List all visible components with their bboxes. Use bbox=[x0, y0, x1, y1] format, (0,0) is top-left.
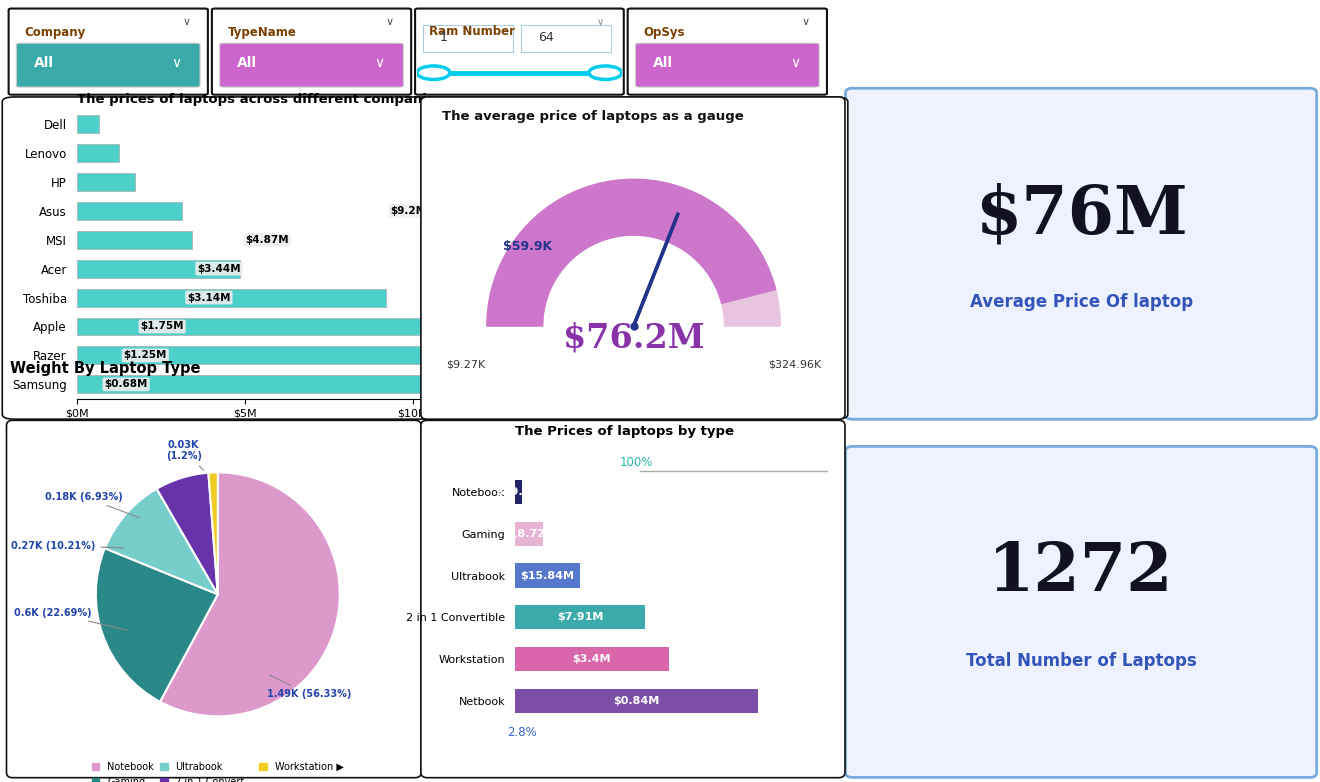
Bar bbox=[77, 144, 119, 162]
Text: $15.22M: $15.22M bbox=[593, 177, 644, 187]
Text: 1272: 1272 bbox=[989, 540, 1173, 605]
Text: $324.96K: $324.96K bbox=[768, 359, 821, 369]
Text: Ram Number: Ram Number bbox=[429, 24, 515, 38]
Text: All: All bbox=[653, 56, 673, 70]
Text: $3.4M: $3.4M bbox=[573, 654, 611, 664]
FancyBboxPatch shape bbox=[219, 43, 404, 87]
Legend: Notebook, Gaming, Ultrabook, 2 in 1 Convert..., Workstation ▶: Notebook, Gaming, Ultrabook, 2 in 1 Conv… bbox=[88, 758, 347, 782]
Bar bbox=[77, 375, 682, 393]
Bar bbox=[515, 522, 543, 546]
Text: 0.6K (22.69%): 0.6K (22.69%) bbox=[15, 608, 127, 630]
Text: 1: 1 bbox=[440, 31, 447, 45]
FancyBboxPatch shape bbox=[424, 26, 513, 52]
Text: $1.75M: $1.75M bbox=[140, 321, 183, 332]
Wedge shape bbox=[209, 472, 218, 594]
Text: $18.72M: $18.72M bbox=[502, 529, 556, 539]
Wedge shape bbox=[157, 472, 218, 594]
Text: $15.84M: $15.84M bbox=[520, 571, 574, 580]
Bar bbox=[77, 231, 193, 249]
Bar bbox=[77, 173, 136, 191]
Text: The Prices of laptops by type: The Prices of laptops by type bbox=[515, 425, 734, 438]
Text: $0.84M: $0.84M bbox=[612, 696, 660, 706]
Text: OpSys: OpSys bbox=[643, 27, 685, 39]
Text: $0.68M: $0.68M bbox=[104, 379, 148, 389]
Bar bbox=[515, 689, 758, 713]
FancyBboxPatch shape bbox=[635, 43, 820, 87]
Text: $29.5M: $29.5M bbox=[495, 487, 541, 497]
Text: 100%: 100% bbox=[619, 456, 653, 469]
FancyBboxPatch shape bbox=[414, 9, 624, 95]
FancyBboxPatch shape bbox=[421, 421, 845, 777]
Text: Company: Company bbox=[24, 27, 86, 39]
Wedge shape bbox=[104, 489, 218, 594]
FancyBboxPatch shape bbox=[9, 9, 207, 95]
Text: $7.91M: $7.91M bbox=[557, 612, 603, 622]
Text: ∨: ∨ bbox=[170, 56, 181, 70]
Text: 0.03K
(1.2%): 0.03K (1.2%) bbox=[165, 439, 203, 470]
FancyBboxPatch shape bbox=[846, 88, 1316, 419]
Bar bbox=[77, 317, 587, 335]
Circle shape bbox=[589, 66, 622, 80]
Polygon shape bbox=[487, 179, 776, 326]
Bar bbox=[77, 260, 240, 278]
FancyBboxPatch shape bbox=[3, 97, 847, 419]
Text: Weight By Laptop Type: Weight By Laptop Type bbox=[11, 361, 201, 375]
Wedge shape bbox=[96, 548, 218, 701]
Text: $16.84M: $16.84M bbox=[647, 148, 698, 158]
Text: Average Price Of laptop: Average Price Of laptop bbox=[969, 293, 1193, 311]
Text: The average price of laptops as a gauge: The average price of laptops as a gauge bbox=[442, 109, 743, 123]
Bar bbox=[77, 289, 385, 307]
Text: 64: 64 bbox=[537, 31, 553, 45]
Text: $18.02M: $18.02M bbox=[688, 119, 738, 129]
Text: $3.44M: $3.44M bbox=[197, 264, 240, 274]
Text: ∨: ∨ bbox=[789, 56, 800, 70]
Text: The prices of laptops across different companies: The prices of laptops across different c… bbox=[77, 92, 444, 106]
FancyBboxPatch shape bbox=[421, 97, 845, 419]
Text: TypeName: TypeName bbox=[227, 27, 297, 39]
Text: ∨: ∨ bbox=[597, 16, 605, 27]
Text: $76.2M: $76.2M bbox=[562, 321, 705, 354]
Polygon shape bbox=[487, 179, 780, 326]
Text: $3.14M: $3.14M bbox=[187, 292, 231, 303]
Text: $76M: $76M bbox=[974, 182, 1188, 247]
FancyBboxPatch shape bbox=[213, 9, 411, 95]
Circle shape bbox=[417, 66, 450, 80]
Text: ∨: ∨ bbox=[182, 16, 190, 27]
Text: 0.18K (6.93%): 0.18K (6.93%) bbox=[45, 492, 140, 518]
Bar bbox=[515, 605, 645, 630]
Text: All: All bbox=[34, 56, 54, 70]
FancyBboxPatch shape bbox=[16, 43, 201, 87]
Bar bbox=[515, 563, 579, 587]
Wedge shape bbox=[160, 472, 339, 716]
Bar bbox=[515, 647, 669, 671]
Text: $9.2M: $9.2M bbox=[391, 206, 426, 216]
FancyBboxPatch shape bbox=[628, 9, 826, 95]
Text: $1.25M: $1.25M bbox=[124, 350, 166, 361]
Text: $4.87M: $4.87M bbox=[246, 235, 289, 245]
FancyBboxPatch shape bbox=[521, 26, 611, 52]
Text: ∨: ∨ bbox=[385, 16, 393, 27]
Bar bbox=[77, 115, 99, 133]
Text: $59.9K: $59.9K bbox=[503, 240, 553, 253]
FancyBboxPatch shape bbox=[7, 421, 421, 777]
Text: ∨: ∨ bbox=[374, 56, 384, 70]
Text: ∨: ∨ bbox=[801, 16, 809, 27]
Text: 2.8%: 2.8% bbox=[507, 726, 537, 739]
FancyBboxPatch shape bbox=[846, 447, 1316, 777]
Text: 1.49K (56.33%): 1.49K (56.33%) bbox=[267, 675, 351, 699]
Bar bbox=[77, 202, 182, 220]
Text: All: All bbox=[238, 56, 257, 70]
Bar bbox=[515, 480, 521, 504]
Text: Total Number of Laptops: Total Number of Laptops bbox=[966, 651, 1196, 669]
Bar bbox=[77, 346, 643, 364]
Text: 0.27K (10.21%): 0.27K (10.21%) bbox=[11, 540, 124, 551]
Text: $9.27K: $9.27K bbox=[446, 359, 486, 369]
